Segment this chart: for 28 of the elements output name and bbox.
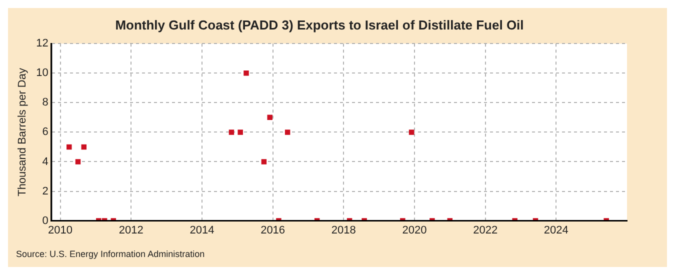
y-tick-label: 10: [36, 67, 48, 80]
y-tick-label: 0: [42, 214, 48, 227]
y-axis-title: Thousand Barrels per Day: [16, 68, 29, 196]
x-tick-label: 2018: [331, 224, 356, 236]
x-tick-label: 2022: [473, 224, 498, 236]
x-tick-label: 2016: [260, 224, 286, 236]
y-tick-label: 2: [42, 185, 48, 198]
point: [244, 70, 249, 76]
x-tick-label: 2012: [118, 224, 144, 236]
x-tick-label: 2010: [48, 224, 73, 236]
x-tick-label: 2020: [402, 224, 427, 236]
point: [284, 130, 290, 135]
point: [261, 159, 267, 164]
chart-title: Monthly Gulf Coast (PADD 3) Exports to Israel of Distillate Fuel Oil: [115, 17, 524, 32]
x-tick-label: 2024: [544, 224, 568, 236]
x-tick-label: 2014: [190, 224, 214, 236]
source-note: Source: U.S. Energy Information Administration: [16, 249, 205, 259]
y-tick-label: 4: [42, 156, 48, 168]
y-tick-label: 8: [42, 96, 48, 109]
point: [408, 130, 414, 135]
point: [228, 130, 234, 135]
point: [238, 130, 243, 135]
y-tick-label: 12: [36, 38, 48, 50]
y-tick-label: 6: [42, 126, 48, 138]
point: [66, 144, 72, 150]
point: [81, 144, 87, 150]
point: [267, 114, 272, 120]
point: [75, 159, 81, 164]
